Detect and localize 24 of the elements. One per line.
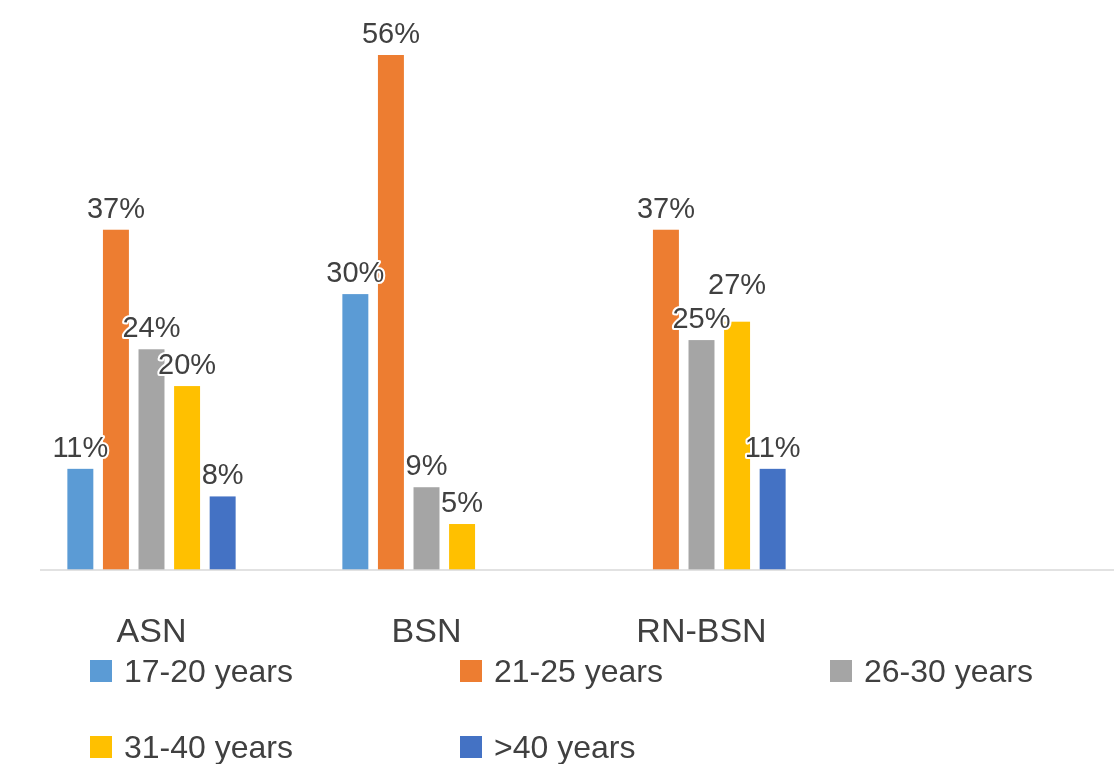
x-tick-label: BSN: [391, 611, 462, 649]
bar: [688, 340, 715, 570]
data-label: 37%: [86, 191, 145, 224]
data-label: 5%: [441, 486, 484, 519]
legend-label: 26-30 years: [864, 653, 1033, 689]
x-tick-label: RN-BSN: [636, 611, 767, 649]
bar: [413, 487, 440, 570]
data-label: 20%: [158, 348, 217, 381]
data-label: 27%: [708, 268, 767, 301]
bar: [209, 496, 236, 570]
data-label: 9%: [405, 449, 448, 482]
bar: [759, 468, 786, 570]
data-label: 56%: [361, 17, 420, 49]
legend-label: 31-40 years: [124, 729, 293, 764]
legend-label: >40 years: [494, 729, 636, 764]
bar: [449, 524, 476, 570]
bar: [342, 294, 369, 570]
bar: [67, 468, 94, 570]
legend-label: 21-25 years: [494, 653, 663, 689]
data-label: 8%: [201, 458, 244, 491]
legend-label: 17-20 years: [124, 653, 293, 689]
data-label: 37%: [636, 191, 695, 224]
x-tick-label: ASN: [116, 611, 187, 649]
bar: [174, 386, 201, 570]
